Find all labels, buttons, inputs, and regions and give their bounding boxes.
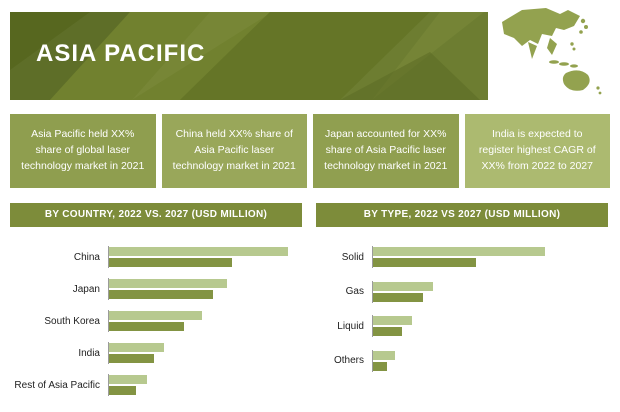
bar-2022 <box>373 361 387 371</box>
chart-by-country: China Japan South Korea India Rest of Asia P… <box>10 240 302 396</box>
bar-2027 <box>373 281 434 291</box>
bar-2027 <box>373 350 396 360</box>
bar-2027 <box>373 247 545 256</box>
chart-by-type: Solid Gas Liquid Others <box>316 240 608 394</box>
bar-2022 <box>109 354 154 363</box>
bar-2027 <box>109 375 147 384</box>
bar-2027 <box>373 316 413 326</box>
bar-2022 <box>109 386 136 395</box>
bar-pair <box>108 374 302 396</box>
page-title: ASIA PACIFIC <box>36 40 206 67</box>
bar-row: China <box>10 246 302 268</box>
category-label: Liquid <box>337 320 364 332</box>
section-header-by-country: BY COUNTRY, 2022 VS. 2027 (USD MILLION) <box>10 203 302 227</box>
category-label: Gas <box>345 286 364 298</box>
bar-row: India <box>10 342 302 364</box>
info-box-asia-pacific: Asia Pacific held XX% share of global la… <box>10 114 156 188</box>
chart-by-type-rows: Solid Gas Liquid Others <box>316 246 608 372</box>
info-box-india: India is expected to register highest CA… <box>464 114 610 188</box>
info-box-row: Asia Pacific held XX% share of global la… <box>10 114 610 188</box>
bar-2027 <box>109 343 165 352</box>
bar-pair <box>108 342 302 364</box>
info-box-japan: Japan accounted for XX% share of Asia Pa… <box>313 114 459 188</box>
bar-pair <box>372 280 608 303</box>
bar-2022 <box>373 292 423 302</box>
category-label: South Korea <box>44 315 100 327</box>
bar-pair <box>108 246 302 268</box>
bar-2022 <box>373 327 403 337</box>
bar-row: Japan <box>10 278 302 300</box>
info-box-china: China held XX% share of Asia Pacific las… <box>161 114 307 188</box>
category-label: India <box>78 347 100 359</box>
bar-row: Others <box>316 349 608 372</box>
map-corner <box>488 0 620 102</box>
bar-row: South Korea <box>10 310 302 332</box>
bar-row: Solid <box>316 246 608 268</box>
bar-2027 <box>109 279 227 288</box>
bar-pair <box>108 278 302 300</box>
section-header-by-type: BY TYPE, 2022 VS 2027 (USD MILLION) <box>316 203 608 227</box>
charts-row: China Japan South Korea India Rest of Asia P… <box>10 240 608 396</box>
bar-2022 <box>109 290 213 299</box>
bar-2022 <box>109 258 233 267</box>
category-label: Solid <box>341 251 364 263</box>
bar-2027 <box>109 247 288 256</box>
section-header-row: BY COUNTRY, 2022 VS. 2027 (USD MILLION) … <box>10 203 608 227</box>
bar-pair <box>372 246 608 268</box>
category-label: Japan <box>72 283 100 295</box>
category-label: Others <box>333 355 364 367</box>
bar-row: Liquid <box>316 315 608 338</box>
category-label: Rest of Asia Pacific <box>14 379 100 391</box>
bar-2022 <box>109 322 185 331</box>
bar-pair <box>108 310 302 332</box>
category-label: China <box>73 251 100 263</box>
bar-row: Rest of Asia Pacific <box>10 374 302 396</box>
chart-by-country-rows: China Japan South Korea India Rest of Asia P… <box>10 246 302 396</box>
asia-pacific-map-icon <box>502 7 602 94</box>
bar-pair <box>372 315 608 338</box>
bar-pair <box>372 349 608 372</box>
bar-2022 <box>373 258 476 267</box>
bar-row: Gas <box>316 280 608 303</box>
bar-2027 <box>109 311 202 320</box>
